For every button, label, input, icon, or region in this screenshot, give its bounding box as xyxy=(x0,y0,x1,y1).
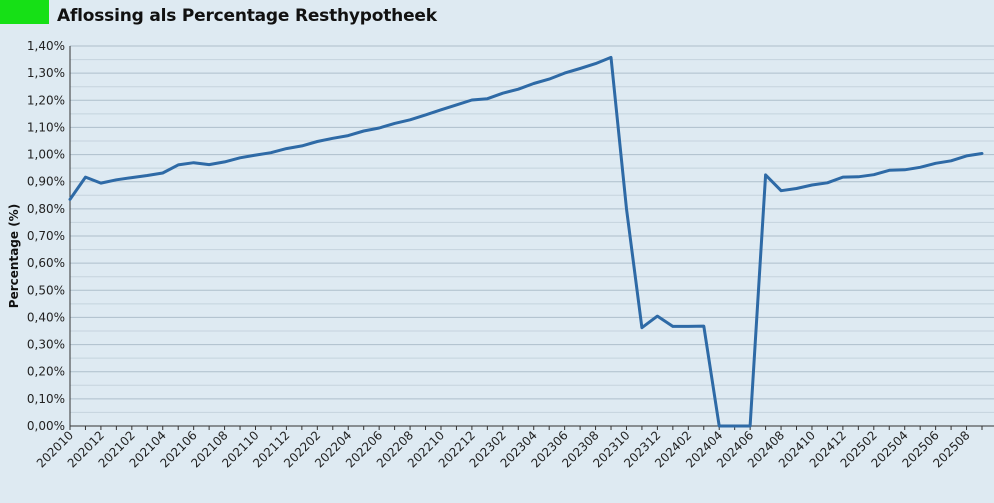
y-tick-label: 0,50% xyxy=(27,283,65,297)
y-tick-label: 1,00% xyxy=(27,148,65,162)
y-tick-label: 0,40% xyxy=(27,310,65,324)
y-tick-label: 1,20% xyxy=(27,93,65,107)
y-tick-label: 0,20% xyxy=(27,365,65,379)
y-tick-label: 0,90% xyxy=(27,175,65,189)
y-tick-label: 0,80% xyxy=(27,202,65,216)
grid-lines xyxy=(70,45,994,427)
y-tick-label: 1,10% xyxy=(27,120,65,134)
x-axis: 2020102020122021022021042021062021082021… xyxy=(34,425,994,471)
y-tick-label: 0,10% xyxy=(27,392,65,406)
data-series xyxy=(68,55,984,428)
y-tick-label: 0,30% xyxy=(27,338,65,352)
y-axis-label: Percentage (%) xyxy=(7,204,21,308)
y-tick-label: 1,40% xyxy=(27,39,65,53)
y-tick-label: 1,30% xyxy=(27,66,65,80)
legend-swatch xyxy=(0,0,49,24)
y-axis: 0,00% 0,10% 0,20% 0,30% 0,40% 0,50% 0,60% 0,70%… xyxy=(27,39,71,433)
series-line xyxy=(68,55,984,428)
y-tick-label: 0,00% xyxy=(27,419,65,433)
y-tick-label: 0,60% xyxy=(27,256,65,270)
chart-header: Aflossing als Percentage Resthypotheek xyxy=(0,0,994,26)
chart-title: Aflossing als Percentage Resthypotheek xyxy=(57,6,437,26)
y-tick-label: 0,70% xyxy=(27,229,65,243)
